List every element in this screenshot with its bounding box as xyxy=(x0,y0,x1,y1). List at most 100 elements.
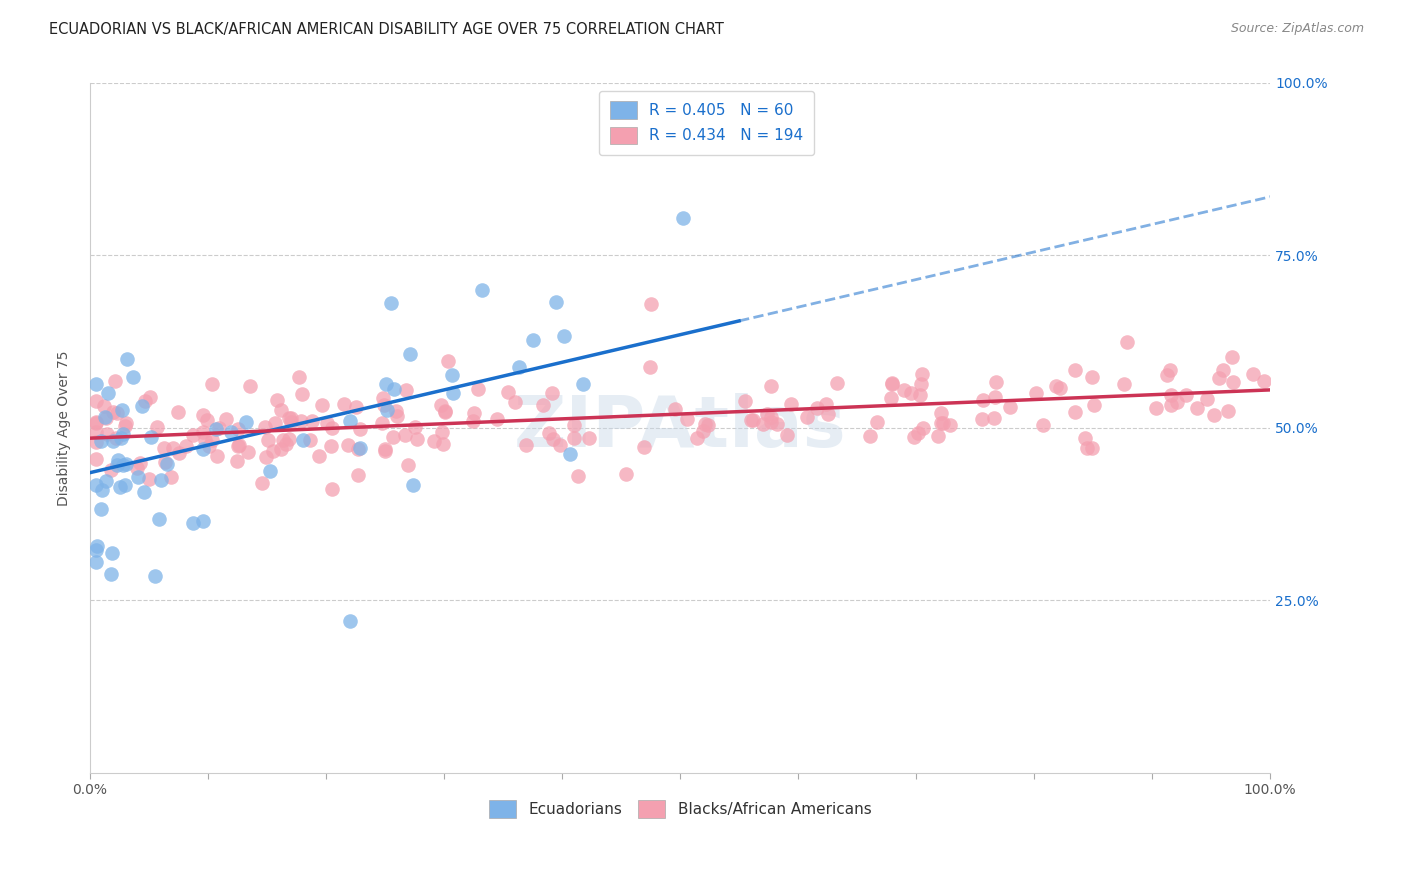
Point xyxy=(900,385,922,400)
Point xyxy=(84,394,107,409)
Point xyxy=(191,408,214,422)
Point xyxy=(100,463,122,477)
Point xyxy=(380,296,402,310)
Point xyxy=(1166,395,1188,409)
Point xyxy=(167,405,190,419)
Point xyxy=(150,473,173,487)
Point xyxy=(125,461,148,475)
Point xyxy=(270,402,292,417)
Point xyxy=(205,422,228,436)
Point xyxy=(1253,374,1275,388)
Point xyxy=(101,405,124,419)
Point xyxy=(471,283,494,297)
Point xyxy=(108,480,131,494)
Point xyxy=(104,374,127,388)
Point xyxy=(167,446,190,460)
Point xyxy=(929,406,952,420)
Point xyxy=(90,434,112,449)
Point xyxy=(122,370,145,384)
Point xyxy=(107,406,129,420)
Point xyxy=(402,478,425,492)
Point xyxy=(394,428,416,442)
Point xyxy=(984,375,1007,389)
Point xyxy=(382,382,405,396)
Point xyxy=(776,427,799,442)
Point xyxy=(1202,409,1225,423)
Point xyxy=(970,412,993,426)
Point xyxy=(432,425,454,439)
Point xyxy=(276,437,298,451)
Point xyxy=(84,451,107,466)
Point xyxy=(254,420,277,434)
Point xyxy=(373,398,395,412)
Point xyxy=(339,414,361,428)
Point xyxy=(1064,362,1087,376)
Point xyxy=(156,457,179,471)
Point xyxy=(893,383,915,397)
Point xyxy=(1115,334,1137,349)
Point xyxy=(97,385,120,400)
Point xyxy=(280,415,302,429)
Point xyxy=(998,400,1021,414)
Point xyxy=(254,450,277,464)
Point xyxy=(371,416,394,430)
Point xyxy=(84,555,107,569)
Point xyxy=(440,368,463,382)
Point xyxy=(117,351,139,366)
Point xyxy=(560,447,582,461)
Point xyxy=(932,416,955,430)
Point xyxy=(299,433,322,447)
Point xyxy=(193,514,215,528)
Point xyxy=(145,568,167,582)
Point xyxy=(508,360,530,375)
Point xyxy=(640,296,662,310)
Point xyxy=(215,412,238,426)
Point xyxy=(780,396,803,410)
Text: ECUADORIAN VS BLACK/AFRICAN AMERICAN DISABILITY AGE OVER 75 CORRELATION CHART: ECUADORIAN VS BLACK/AFRICAN AMERICAN DIS… xyxy=(49,22,724,37)
Point xyxy=(430,398,453,412)
Point xyxy=(105,431,128,445)
Point xyxy=(759,378,782,392)
Point xyxy=(880,376,903,390)
Point xyxy=(434,405,457,419)
Point xyxy=(1160,399,1182,413)
Point xyxy=(827,376,849,391)
Point xyxy=(138,472,160,486)
Point xyxy=(114,419,136,434)
Point xyxy=(496,385,519,400)
Point xyxy=(548,438,571,452)
Point xyxy=(664,401,686,416)
Point xyxy=(153,441,176,455)
Point xyxy=(423,434,446,449)
Point xyxy=(503,395,526,409)
Point xyxy=(131,399,153,413)
Point xyxy=(349,422,371,436)
Point xyxy=(759,415,782,429)
Point xyxy=(910,377,932,392)
Point xyxy=(194,433,217,447)
Point xyxy=(972,392,994,407)
Point xyxy=(553,329,575,343)
Point xyxy=(814,397,837,411)
Point xyxy=(761,410,783,425)
Point xyxy=(531,398,554,412)
Point xyxy=(278,432,301,446)
Point xyxy=(522,333,544,347)
Point xyxy=(751,417,773,432)
Point xyxy=(796,410,818,425)
Point xyxy=(398,347,420,361)
Point xyxy=(614,467,637,481)
Point xyxy=(686,431,709,445)
Point xyxy=(201,376,224,391)
Point xyxy=(907,425,929,440)
Point xyxy=(111,427,134,442)
Point xyxy=(86,539,108,553)
Point xyxy=(94,475,117,489)
Point xyxy=(84,415,107,429)
Point xyxy=(127,470,149,484)
Point xyxy=(346,442,368,457)
Point xyxy=(146,420,169,434)
Point xyxy=(336,438,359,452)
Point xyxy=(288,369,311,384)
Y-axis label: Disability Age Over 75: Disability Age Over 75 xyxy=(58,350,72,506)
